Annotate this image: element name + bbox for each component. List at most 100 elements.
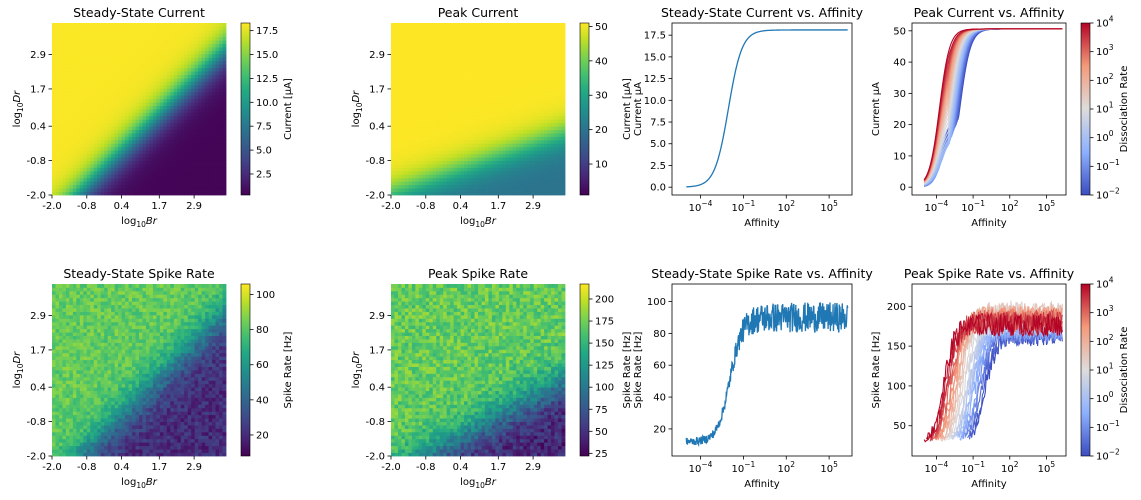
heatmap-cell [439, 36, 444, 41]
heatmap-cell [537, 139, 542, 144]
heatmap-cell [391, 102, 395, 106]
heatmap-cell [65, 78, 70, 82]
heatmap-cell [62, 115, 67, 120]
heatmap-cell [170, 167, 175, 172]
heatmap-cell [149, 98, 154, 103]
heatmap-cell [149, 139, 154, 144]
heatmap-cell [170, 181, 175, 186]
heatmap-cell [551, 115, 555, 120]
heatmap-cell [471, 36, 475, 41]
heatmap-cell [100, 174, 105, 179]
heatmap-cell [394, 64, 399, 69]
heatmap-cell [191, 64, 196, 69]
heatmap-cell [446, 102, 451, 106]
heatmap-cell [502, 26, 507, 31]
heatmap-cell [460, 133, 465, 137]
heatmap-cell [125, 40, 129, 45]
heatmap-cell [198, 188, 203, 192]
heatmap-cell [222, 95, 227, 100]
heatmap-cell [394, 98, 399, 103]
heatmap-cell [512, 167, 517, 172]
heatmap-cell [139, 43, 143, 48]
heatmap-cell [163, 109, 168, 113]
heatmap-cell [107, 188, 112, 192]
heatmap-cell [93, 23, 98, 27]
heatmap-cell [391, 112, 395, 117]
heatmap-cell [201, 160, 206, 165]
heatmap-cell [558, 129, 562, 134]
heatmap-cell [481, 170, 486, 175]
heatmap-cell [83, 126, 88, 131]
heatmap-cell [554, 36, 559, 41]
heatmap-cell [411, 57, 416, 62]
heatmap-cell [523, 143, 528, 148]
heatmap-cell [391, 71, 395, 75]
heatmap-cell [460, 181, 465, 186]
heatmap-cell [526, 26, 531, 31]
heatmap-cell [100, 95, 105, 100]
heatmap-cell [432, 40, 437, 45]
heatmap-cell [401, 167, 406, 172]
heatmap-cell [498, 33, 503, 38]
heatmap-cell [215, 119, 220, 124]
heatmap-cell [397, 167, 402, 172]
heatmap-cell [505, 95, 510, 100]
heatmap-cell [404, 143, 409, 148]
heatmap-cell [173, 181, 178, 186]
heatmap-cell [69, 33, 74, 38]
heatmap-cell [55, 136, 60, 141]
heatmap-cell [502, 23, 507, 27]
heatmap-cell [114, 188, 119, 192]
heatmap-cell [558, 71, 562, 75]
heatmap-cell [191, 150, 196, 155]
heatmap-cell [509, 47, 514, 51]
heatmap-cell [219, 57, 223, 62]
heatmap-cell [408, 105, 413, 110]
heatmap-cell [519, 81, 524, 86]
heatmap-cell [394, 170, 399, 175]
heatmap-cell [450, 36, 455, 41]
heatmap-cell [467, 191, 472, 196]
heatmap-cell [83, 23, 88, 27]
heatmap-cell [219, 122, 223, 127]
heatmap-cell [173, 126, 178, 131]
heatmap-cell [205, 64, 209, 69]
heatmap-cell [72, 29, 77, 34]
heatmap-cell [488, 191, 493, 196]
heatmap-cell [177, 122, 182, 127]
heatmap-cell [436, 129, 441, 134]
heatmap-cell [128, 26, 133, 31]
heatmap-cell [111, 184, 116, 189]
heatmap-cell [558, 26, 562, 31]
heatmap-cell [79, 157, 84, 161]
heatmap-cell [135, 164, 140, 168]
heatmap-cell [194, 29, 199, 34]
heatmap-cell [450, 143, 455, 148]
heatmap-cell [512, 29, 517, 34]
heatmap-cell [139, 153, 143, 158]
heatmap-cell [401, 184, 406, 189]
heatmap-cell [491, 160, 496, 165]
heatmap-cell [519, 191, 524, 196]
heatmap-cell [184, 188, 189, 192]
heatmap-cell [55, 150, 60, 155]
heatmap-cell [411, 105, 416, 110]
heatmap-cell [215, 170, 220, 175]
heatmap-cell [425, 67, 430, 72]
heatmap-cell [411, 170, 416, 175]
heatmap-cell [194, 105, 199, 110]
heatmap-cell [180, 157, 185, 161]
heatmap-cell [69, 153, 74, 158]
heatmap-cell [453, 167, 458, 172]
heatmap-cell [474, 71, 479, 75]
heatmap-cell [530, 95, 535, 100]
heatmap-cell [429, 102, 434, 106]
heatmap-cell [464, 84, 468, 89]
heatmap-cell [502, 150, 507, 155]
heatmap-cell [411, 164, 416, 168]
heatmap-cell [481, 47, 486, 51]
heatmap-cell [422, 184, 427, 189]
heatmap-cell [222, 160, 227, 165]
heatmap-cell [90, 78, 95, 82]
heatmap-cell [422, 78, 427, 82]
